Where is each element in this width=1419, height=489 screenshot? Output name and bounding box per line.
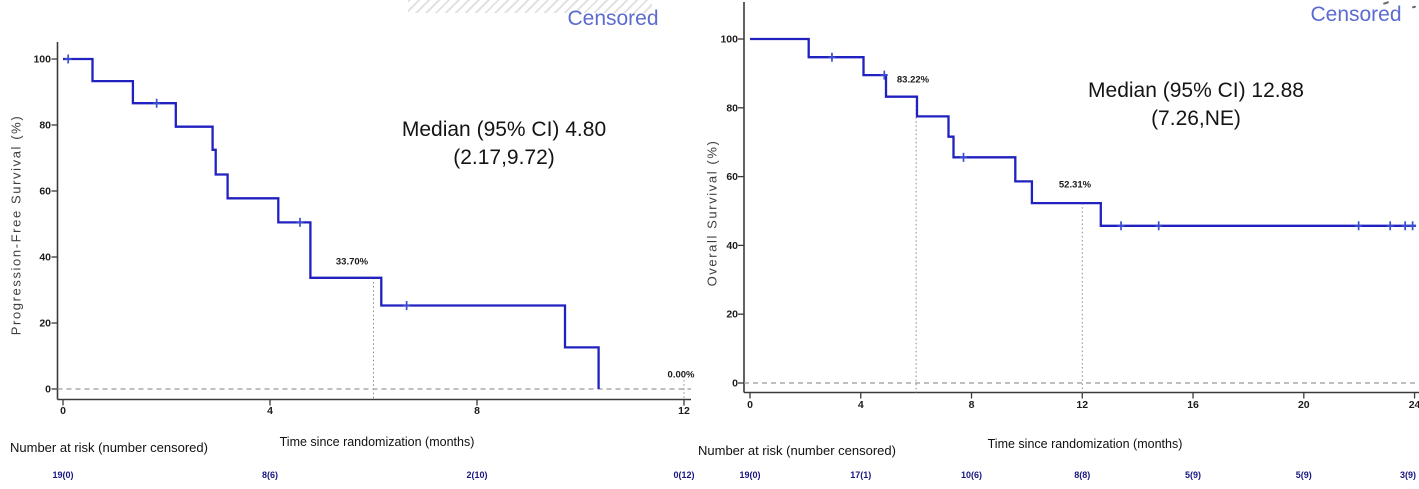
os-median-label: Median (95% CI) 12.88 <box>1088 79 1304 102</box>
y-tick-label: 60 <box>726 171 738 183</box>
survival-curve <box>750 37 1416 227</box>
watermark-hatch <box>408 0 652 13</box>
os-landmark-6mo: 83.22% <box>896 74 930 86</box>
os-panel: 0 20 40 60 80 100 0 4 8 12 16 20 24 19(0) 17(1) 10(6) 8(… <box>720 2 1419 480</box>
at-risk-count: 3(9) <box>1400 470 1416 480</box>
x-tick-label: 24 <box>1409 399 1419 411</box>
x-tick-label: 20 <box>1298 399 1310 411</box>
x-tick-label: 4 <box>267 405 273 417</box>
os-landmark-12mo: 52.31% <box>1058 179 1092 191</box>
y-tick-label: 0 <box>732 378 738 390</box>
x-tick-label: 12 <box>1076 399 1088 411</box>
at-risk-count: 8(8) <box>1074 470 1090 480</box>
at-risk-count: 2(10) <box>466 470 487 480</box>
y-tick-label: 80 <box>39 120 51 132</box>
y-tick-label: 100 <box>33 54 51 66</box>
pfs-landmark-6mo: 33.70% <box>335 256 369 268</box>
pfs-x-axis-title: Time since randomization (months) <box>279 435 475 449</box>
at-risk-count: 5(9) <box>1185 470 1201 480</box>
x-tick-label: 8 <box>969 399 975 411</box>
at-risk-count: 19(0) <box>739 470 760 480</box>
x-tick-label: 0 <box>747 399 753 411</box>
y-tick-label: 100 <box>720 34 738 46</box>
survival-curve <box>63 57 600 389</box>
at-risk-count: 8(6) <box>262 470 278 480</box>
pfs-landmark-12mo: 0.00% <box>667 369 695 381</box>
at-risk-count: 0(12) <box>673 470 694 480</box>
x-tick-label: 16 <box>1187 399 1199 411</box>
pfs-censored-legend: Censored <box>567 7 659 30</box>
y-tick-label: 80 <box>726 102 738 114</box>
y-tick-label: 40 <box>726 240 738 252</box>
pfs-at-risk-caption: Number at risk (number censored) <box>10 440 208 455</box>
pfs-y-axis-title: Progression-Free Survival (%) <box>8 114 24 336</box>
pfs-median-ci: (2.17,9.72) <box>453 146 555 169</box>
at-risk-count: 10(6) <box>961 470 982 480</box>
pfs-median-label: Median (95% CI) 4.80 <box>401 118 607 141</box>
at-risk-count: 5(9) <box>1296 470 1312 480</box>
os-at-risk-caption: Number at risk (number censored) <box>698 443 896 458</box>
y-tick-label: 40 <box>39 252 51 264</box>
x-tick-label: 12 <box>678 405 690 417</box>
y-tick-label: 0 <box>45 384 51 396</box>
x-tick-label: 0 <box>60 405 66 417</box>
at-risk-count: 19(0) <box>52 470 73 480</box>
y-tick-label: 20 <box>726 309 738 321</box>
pfs-panel: 0 20 40 60 80 100 0 4 8 12 19(0) 8(6) 2(10) 0(12) <box>33 42 695 480</box>
x-tick-label: 8 <box>474 405 480 417</box>
os-median-ci: (7.26,NE) <box>1151 107 1241 130</box>
os-y-axis-title: Overall Survival (%) <box>704 139 720 287</box>
y-tick-label: 60 <box>39 186 51 198</box>
x-tick-label: 4 <box>858 399 864 411</box>
at-risk-count: 17(1) <box>850 470 871 480</box>
os-censored-legend: Censored <box>1310 3 1402 26</box>
y-tick-label: 20 <box>39 318 51 330</box>
os-x-axis-title: Time since randomization (months) <box>987 437 1183 451</box>
